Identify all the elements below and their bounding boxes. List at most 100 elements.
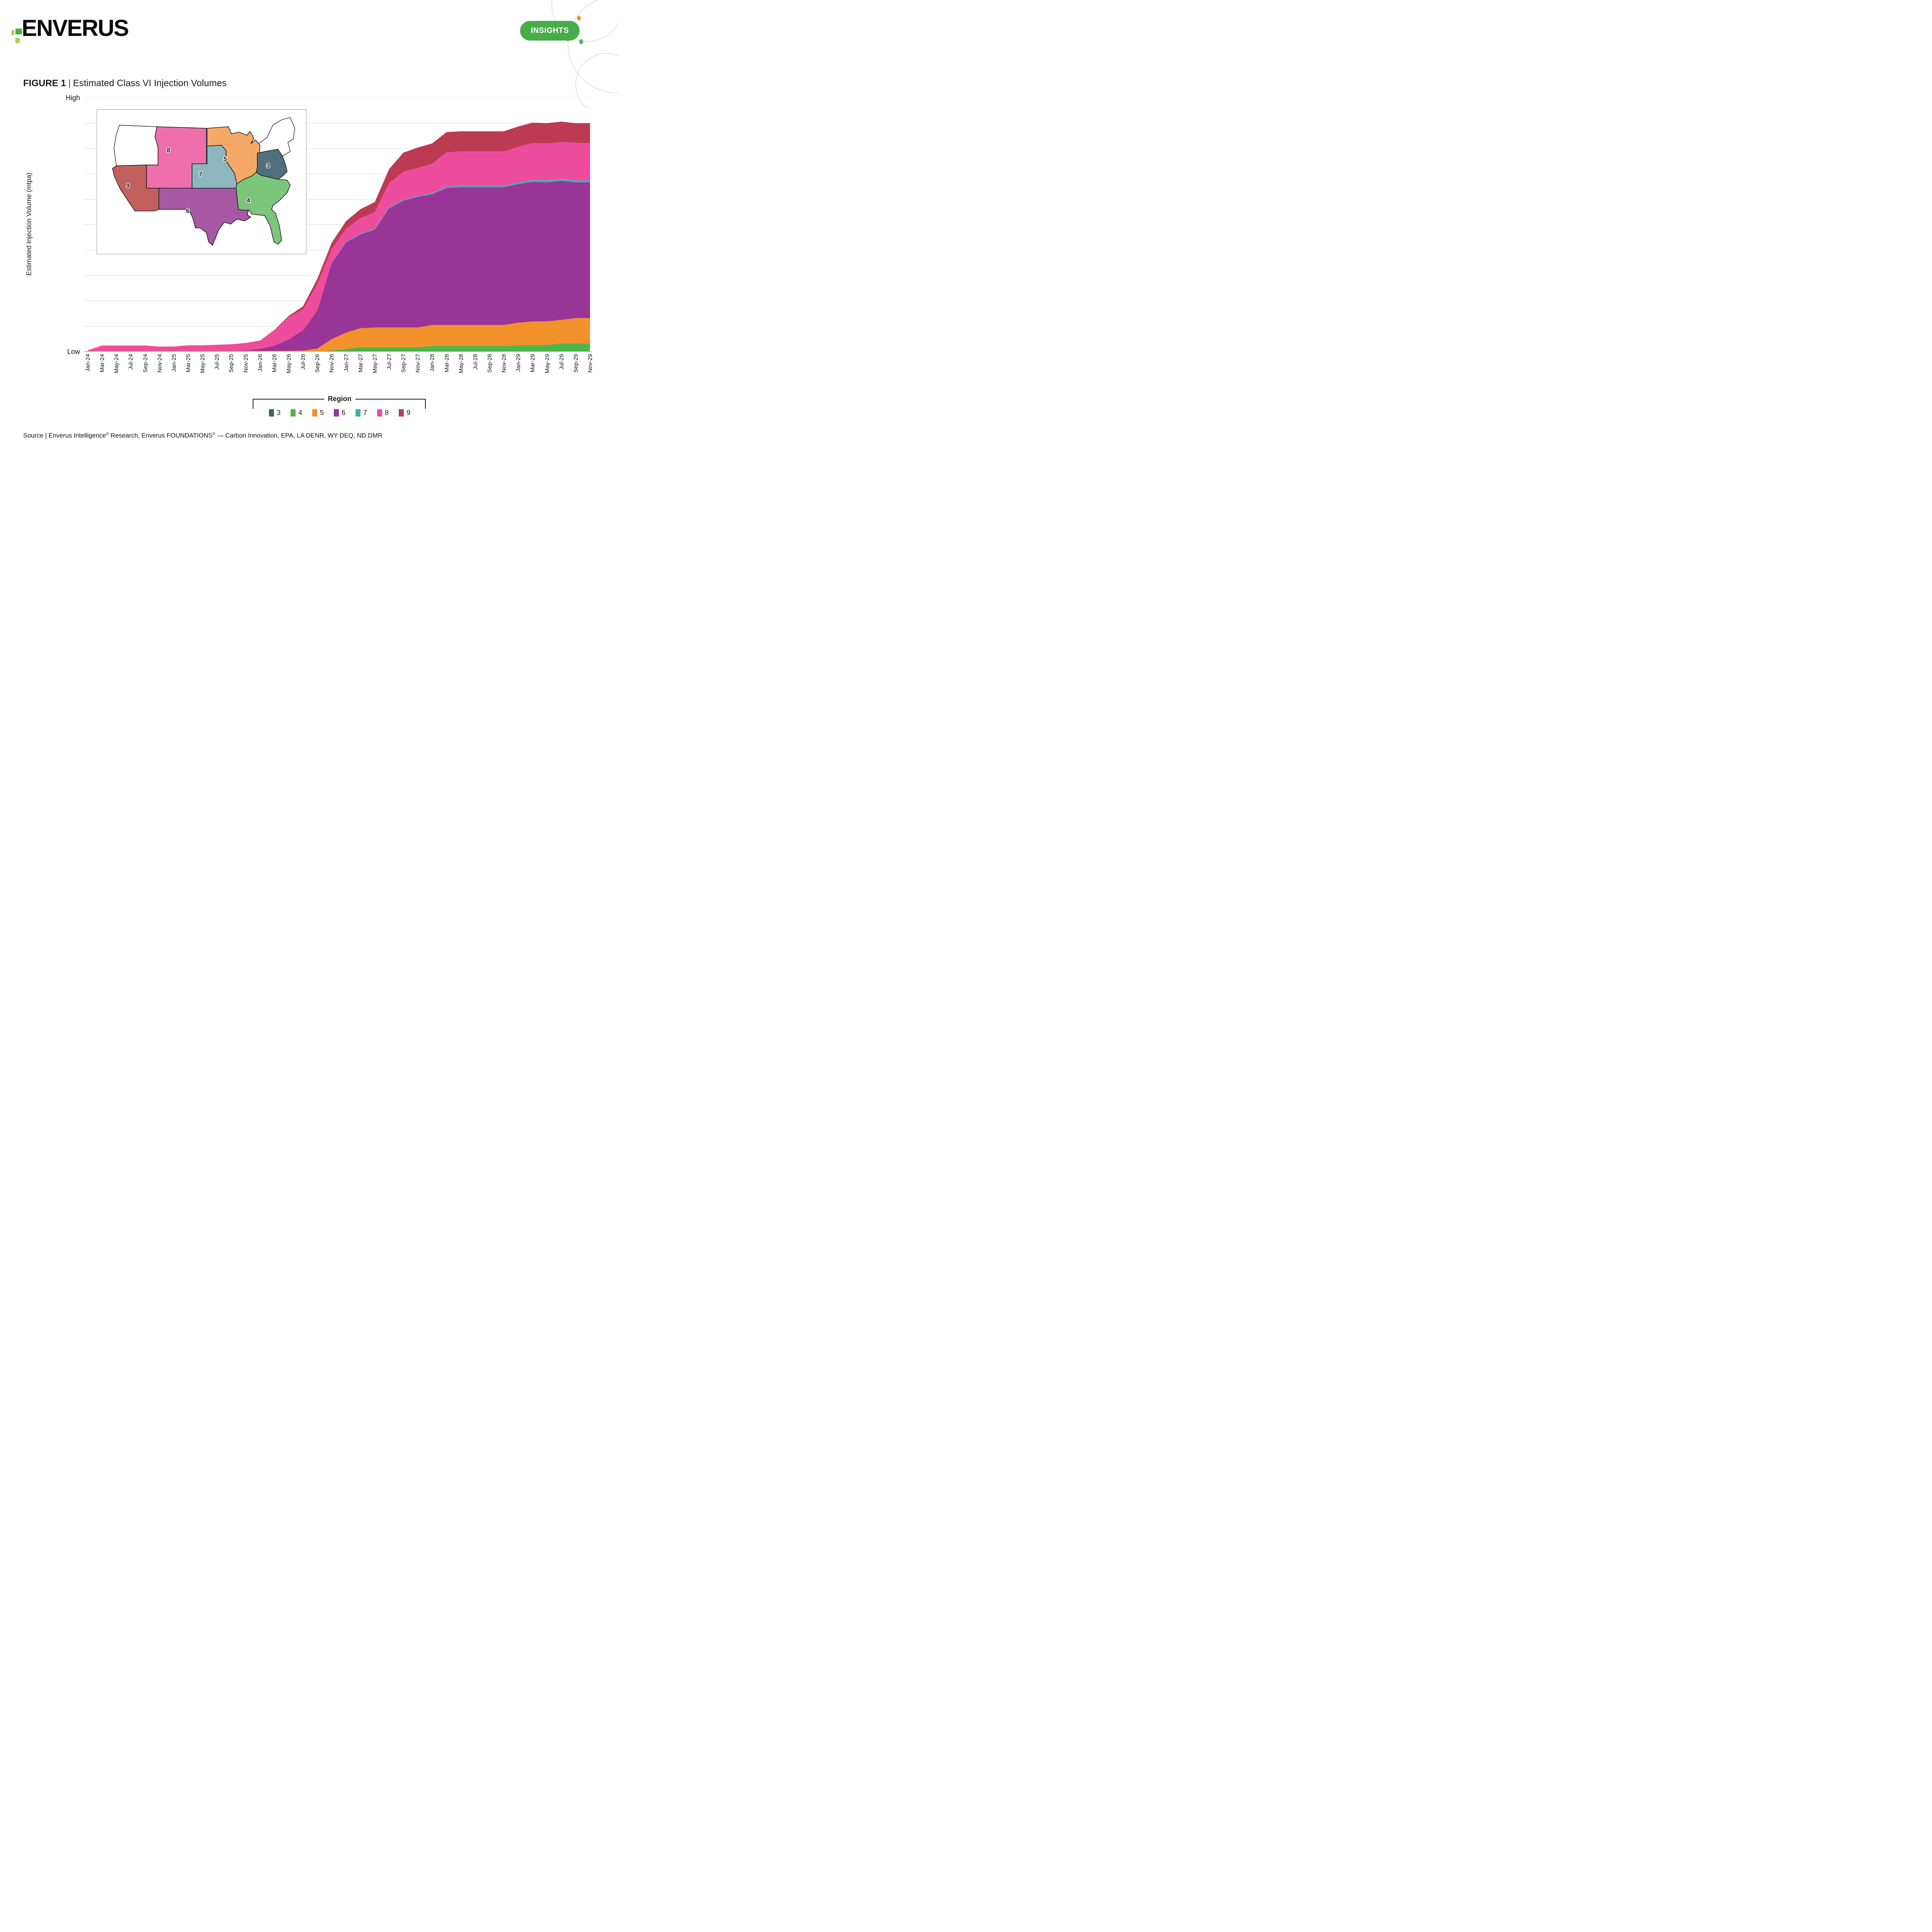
logo-text: ENVERUS xyxy=(22,15,129,41)
source-part-2: Research, Enverus FOUNDATIONS xyxy=(109,432,213,439)
x-tick-label: Mar-25 xyxy=(185,354,192,372)
legend-title-text: Region xyxy=(324,395,355,403)
x-tick-label: Jan-27 xyxy=(343,354,350,372)
y-axis-low-label: Low xyxy=(67,348,80,355)
x-tick-label: Jul-28 xyxy=(472,354,479,370)
deco-dot-green xyxy=(579,39,583,44)
x-tick-label: Jan-28 xyxy=(429,354,436,372)
x-tick-label: May-28 xyxy=(457,354,464,374)
map-label-region-5: 5 xyxy=(224,156,227,163)
x-tick-label: Nov-27 xyxy=(415,354,422,373)
x-tick-label: Sep-24 xyxy=(142,354,149,373)
x-tick-label: Mar-29 xyxy=(529,354,536,372)
legend-swatch xyxy=(377,409,383,417)
legend-label: 8 xyxy=(385,409,389,417)
source-part-1: Source | Enverus Intelligence xyxy=(23,432,106,439)
legend-label: 5 xyxy=(320,409,324,417)
x-tick-label: Sep-25 xyxy=(228,354,235,373)
x-tick-label: May-29 xyxy=(544,354,551,374)
legend-swatch xyxy=(355,409,361,417)
logo-mark-light-top xyxy=(12,30,14,35)
area-series-region-4 xyxy=(88,343,590,352)
x-tick-label: Mar-27 xyxy=(357,354,364,372)
x-tick-label: Mar-24 xyxy=(99,354,106,372)
insights-button[interactable]: INSIGHTS xyxy=(520,21,580,41)
legend-item-region-7: 7 xyxy=(355,409,367,417)
legend-label: 6 xyxy=(341,409,345,417)
registered-mark-1: ® xyxy=(106,432,109,436)
map-region-6 xyxy=(158,188,252,246)
x-tick-label: Jul-25 xyxy=(214,354,221,370)
x-tick-label: Jul-26 xyxy=(300,354,307,370)
map-label-region-4: 4 xyxy=(247,197,250,204)
area-series-region-6 xyxy=(88,180,590,351)
legend-bracket-right xyxy=(425,399,426,409)
x-tick-label: May-26 xyxy=(286,354,292,374)
x-tick-label: Jul-27 xyxy=(386,354,393,370)
x-tick-label: Sep-26 xyxy=(314,354,321,373)
area-series-region-5 xyxy=(88,318,590,352)
registered-mark-2: ® xyxy=(213,432,216,436)
legend-swatch xyxy=(312,409,317,417)
x-tick-label: Jan-24 xyxy=(85,354,91,372)
x-tick-label: Sep-28 xyxy=(486,354,493,373)
map-label-region-8: 8 xyxy=(167,147,170,154)
y-axis-title: Estimated Injection Volume (mtpa) xyxy=(25,172,33,276)
legend-swatch xyxy=(290,409,296,417)
deco-dot-orange xyxy=(577,16,581,20)
x-tick-label: Jan-25 xyxy=(170,354,177,372)
area-series-region-8 xyxy=(88,142,590,351)
map-label-region-7: 7 xyxy=(199,171,202,178)
x-tick-label: May-24 xyxy=(113,354,120,374)
legend-label: 3 xyxy=(276,409,281,417)
map-label-region-6: 6 xyxy=(186,208,190,214)
us-region-map: 8 5 7 9 6 4 3 xyxy=(112,117,295,246)
figure-title: FIGURE 1 | Estimated Class VI Injection Vo… xyxy=(23,78,226,89)
legend-swatch xyxy=(333,409,339,417)
map-region-4 xyxy=(236,172,291,245)
x-tick-label: Jan-29 xyxy=(515,354,522,372)
x-tick-label: Mar-28 xyxy=(443,354,450,372)
area-series-region-9 xyxy=(88,121,590,350)
y-axis-high-label: High xyxy=(65,94,80,102)
legend-item-region-3: 3 xyxy=(269,409,281,417)
legend-item-region-8: 8 xyxy=(377,409,389,417)
x-tick-label: May-27 xyxy=(371,354,378,374)
legend-item-region-5: 5 xyxy=(312,409,324,417)
decorative-circles xyxy=(551,0,618,108)
deco-circle-2 xyxy=(568,0,618,93)
x-tick-label: Nov-29 xyxy=(587,354,594,373)
x-tick-label: Jul-24 xyxy=(128,354,134,370)
map-region-9 xyxy=(112,165,159,211)
legend-swatch xyxy=(399,409,404,417)
map-region-pacific-northwest xyxy=(114,125,158,166)
legend-item-region-4: 4 xyxy=(290,409,302,417)
legend: 3 4 5 6 7 8 9 xyxy=(253,409,426,417)
logo-mark-light-bottom xyxy=(15,38,20,43)
x-tick-label: Jan-26 xyxy=(257,354,264,372)
map-label-region-9: 9 xyxy=(126,183,130,189)
x-tick-label: Nov-26 xyxy=(328,354,335,373)
x-tick-label: Mar-26 xyxy=(271,354,278,372)
legend-label: 7 xyxy=(363,409,367,417)
map-region-3 xyxy=(256,149,287,180)
figure-separator: | xyxy=(68,78,71,88)
legend-title: Region xyxy=(253,395,426,403)
x-tick-label: Sep-29 xyxy=(572,354,579,373)
source-line: Source | Enverus Intelligence® Research,… xyxy=(23,432,383,440)
logo-mark-green xyxy=(15,29,22,34)
map-label-region-3: 3 xyxy=(267,163,270,169)
x-tick-label: Nov-24 xyxy=(156,354,163,373)
x-tick-label: Sep-27 xyxy=(400,354,407,373)
page: ENVERUS INSIGHTS FIGURE 1 | Estimated Clas… xyxy=(0,0,618,463)
us-region-map-inset: 8 5 7 9 6 4 3 xyxy=(97,109,306,254)
figure-label: FIGURE 1 xyxy=(23,78,66,88)
x-tick-label: Nov-25 xyxy=(242,354,249,373)
legend-item-region-6: 6 xyxy=(333,409,345,417)
x-tick-label: May-25 xyxy=(199,354,206,374)
legend-label: 9 xyxy=(406,409,411,417)
legend-swatch xyxy=(269,409,274,417)
source-part-3: — Carbon Innovation, EPA, LA DENR, WY DE… xyxy=(215,432,383,439)
insights-button-label: INSIGHTS xyxy=(531,26,569,35)
x-tick-label: Jul-29 xyxy=(558,354,565,370)
